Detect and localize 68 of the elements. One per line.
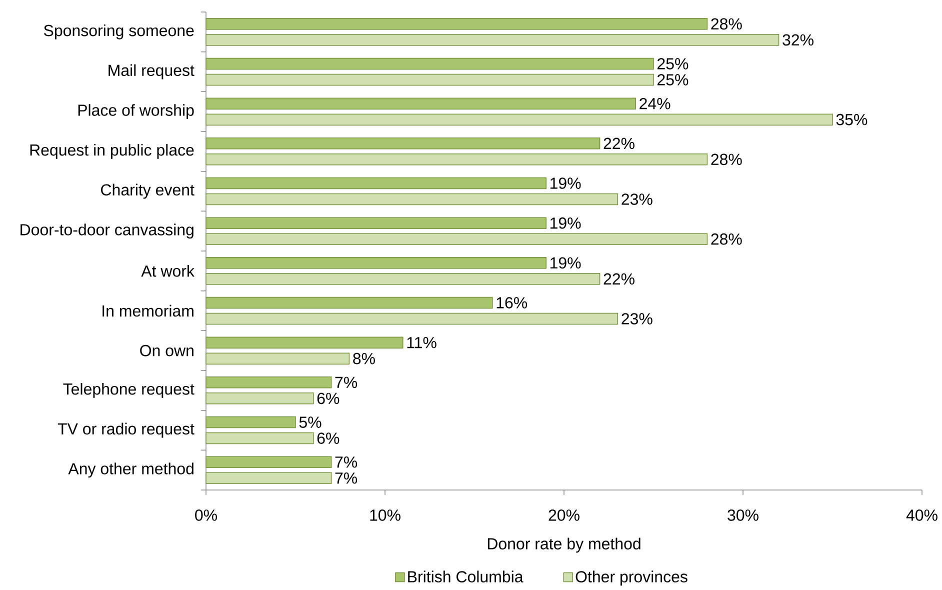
data-label: 23% bbox=[622, 194, 652, 205]
bar bbox=[206, 472, 332, 484]
bar bbox=[206, 273, 600, 285]
y-tick-label: Request in public place bbox=[30, 144, 194, 159]
bar bbox=[206, 416, 296, 428]
bar bbox=[206, 34, 780, 46]
x-tick-label: 40% bbox=[906, 510, 938, 521]
data-label: 32% bbox=[782, 34, 814, 46]
data-label: 28% bbox=[711, 154, 742, 166]
data-label: 24% bbox=[640, 98, 670, 110]
bar bbox=[206, 177, 546, 190]
data-label: 25% bbox=[658, 58, 688, 70]
y-tick-label: Mail request bbox=[108, 64, 194, 80]
bar bbox=[206, 233, 708, 245]
data-label: 11% bbox=[407, 336, 436, 348]
bar bbox=[206, 376, 332, 388]
x-axis-title: Donor rate by method bbox=[488, 538, 640, 553]
y-tick-label: TV or radio request bbox=[58, 422, 194, 438]
y-tick-label: Place of worship bbox=[78, 104, 194, 120]
x-tick-label: 20% bbox=[548, 510, 580, 521]
bar bbox=[206, 74, 654, 86]
bar bbox=[206, 432, 314, 444]
x-tick-label: 10% bbox=[370, 510, 400, 521]
y-tick-label: Sponsoring someone bbox=[44, 24, 194, 40]
data-label: 25% bbox=[658, 74, 688, 86]
data-label: 23% bbox=[622, 313, 652, 324]
y-tick-label: In memoriam bbox=[102, 304, 194, 317]
data-label: 35% bbox=[836, 114, 868, 126]
data-label: 22% bbox=[604, 138, 634, 150]
bar bbox=[206, 114, 833, 126]
bar bbox=[206, 98, 636, 110]
bar bbox=[206, 217, 546, 229]
bar bbox=[206, 336, 404, 348]
bar bbox=[206, 352, 350, 364]
bar bbox=[206, 154, 708, 166]
data-label: 8% bbox=[353, 352, 375, 364]
bar bbox=[206, 18, 708, 30]
bar bbox=[206, 392, 314, 404]
y-tick-label: Any other method bbox=[68, 462, 194, 478]
legend-label: Other provinces bbox=[576, 570, 688, 586]
data-label: 6% bbox=[317, 392, 340, 404]
y-tick-label: Telephone request bbox=[63, 382, 194, 398]
legend-label: British Columbia bbox=[408, 570, 524, 582]
data-label: 7% bbox=[335, 472, 358, 484]
x-tick-label: 0% bbox=[195, 510, 217, 521]
bar bbox=[206, 58, 654, 70]
y-tick-label: Charity event bbox=[101, 184, 194, 199]
data-label: 7% bbox=[335, 456, 358, 468]
bar bbox=[206, 193, 618, 206]
y-tick-label: Door-to-door canvassing bbox=[20, 224, 194, 239]
data-label: 19% bbox=[550, 178, 581, 189]
data-label: 22% bbox=[604, 273, 634, 285]
x-tick-label: 30% bbox=[728, 510, 758, 521]
data-label: 7% bbox=[335, 376, 358, 388]
bar bbox=[206, 296, 493, 309]
bar bbox=[206, 456, 332, 468]
data-label: 19% bbox=[550, 217, 581, 229]
data-label: 16% bbox=[496, 297, 528, 308]
data-label: 28% bbox=[711, 18, 742, 30]
y-tick-label: On own bbox=[140, 344, 194, 356]
data-label: 6% bbox=[317, 432, 340, 444]
bar bbox=[206, 138, 600, 150]
y-tick-label: At work bbox=[141, 265, 194, 277]
bar bbox=[206, 257, 546, 269]
data-label: 28% bbox=[711, 233, 742, 245]
data-label: 5% bbox=[299, 416, 322, 428]
bar bbox=[206, 312, 618, 325]
data-label: 19% bbox=[550, 257, 581, 269]
